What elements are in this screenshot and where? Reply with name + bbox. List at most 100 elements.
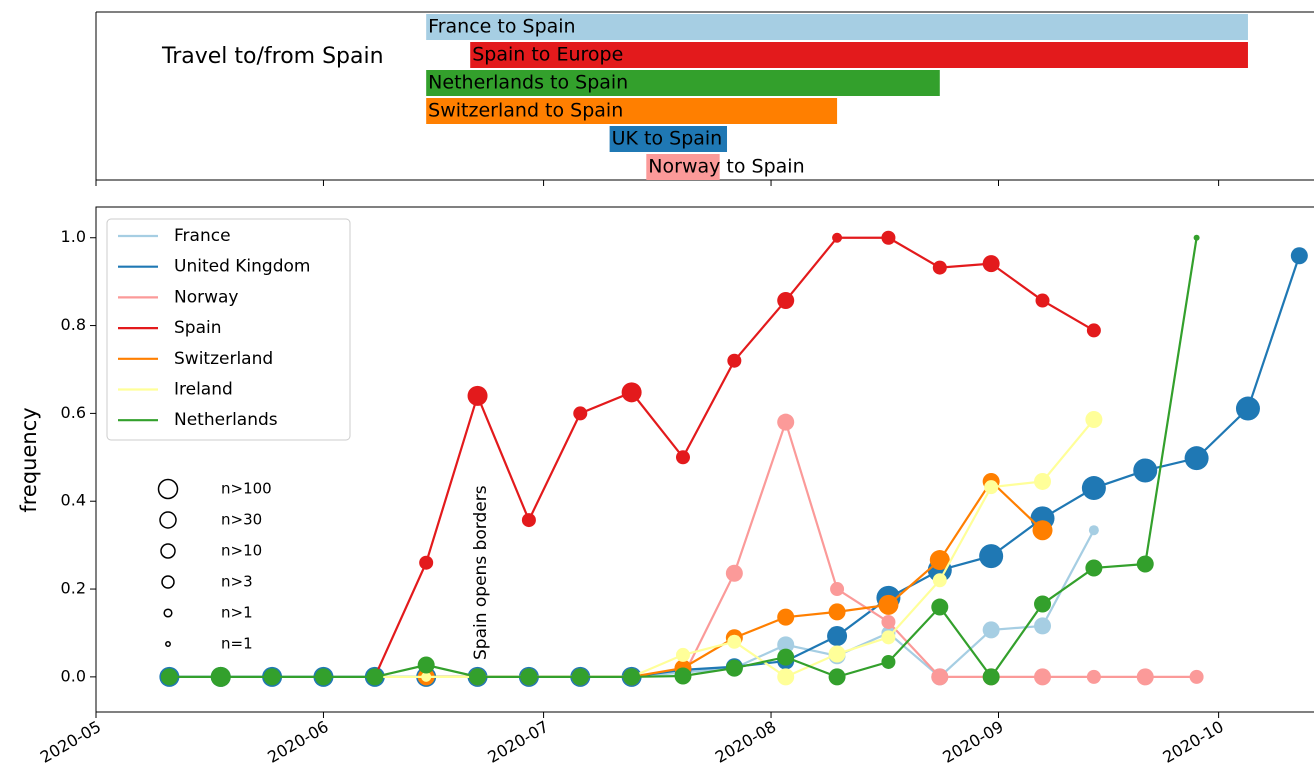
data-point xyxy=(1290,247,1308,265)
data-point xyxy=(827,626,848,647)
y-tick-label: 0.2 xyxy=(61,579,86,598)
data-point xyxy=(521,513,536,528)
data-point xyxy=(931,668,949,686)
size-legend-label: n=1 xyxy=(221,635,253,653)
data-point xyxy=(931,598,949,616)
gantt-label: Switzerland to Spain xyxy=(428,100,623,122)
data-point xyxy=(314,668,332,686)
gantt-bar xyxy=(609,126,728,152)
data-point xyxy=(984,480,999,495)
legend-box xyxy=(106,218,351,441)
data-point xyxy=(417,656,435,674)
gantt-title: Travel to/from Spain xyxy=(161,44,384,69)
size-legend-marker xyxy=(165,641,171,647)
data-point xyxy=(777,413,795,431)
data-point xyxy=(932,260,947,275)
data-point xyxy=(469,668,487,686)
data-point xyxy=(881,630,896,645)
legend-label: Netherlands xyxy=(174,410,278,430)
gantt-label: Spain to Europe xyxy=(472,44,623,66)
data-point xyxy=(1184,446,1209,471)
data-point xyxy=(675,647,690,662)
legend-label: Spain xyxy=(174,318,222,338)
data-point xyxy=(982,621,1000,639)
data-point xyxy=(982,255,1000,273)
y-tick-label: 0.4 xyxy=(61,491,86,510)
data-point xyxy=(1088,525,1099,536)
data-point xyxy=(777,648,795,666)
legend-label: Norway xyxy=(174,287,239,307)
size-legend-marker xyxy=(163,608,173,618)
data-point xyxy=(1085,559,1103,577)
gantt-bar xyxy=(470,42,1248,68)
gantt-bar xyxy=(426,14,1248,40)
data-point xyxy=(1136,555,1154,573)
data-point xyxy=(1235,396,1260,421)
data-point xyxy=(1086,323,1101,338)
data-point xyxy=(881,614,896,629)
data-point xyxy=(421,671,432,682)
data-point xyxy=(725,659,743,677)
data-point xyxy=(932,573,947,588)
data-point xyxy=(725,564,743,582)
size-legend-marker xyxy=(160,543,176,559)
gantt-label: Netherlands to Spain xyxy=(428,72,628,94)
size-legend-label: n>1 xyxy=(221,604,253,622)
y-tick-label: 0.8 xyxy=(61,315,86,334)
data-point xyxy=(777,292,795,310)
data-point xyxy=(1032,520,1053,541)
data-point xyxy=(1034,472,1052,490)
plot-frame xyxy=(95,206,1314,713)
data-point xyxy=(727,353,742,368)
size-legend-label: n>30 xyxy=(221,511,262,529)
gantt-bar xyxy=(646,154,720,180)
data-point xyxy=(674,667,692,685)
y-tick-label: 0.0 xyxy=(61,666,86,685)
data-point xyxy=(979,544,1004,569)
data-point xyxy=(1189,669,1204,684)
data-point xyxy=(1085,411,1103,429)
size-legend-marker xyxy=(159,511,177,529)
data-point xyxy=(623,668,641,686)
data-point xyxy=(777,608,795,626)
data-point xyxy=(571,668,589,686)
data-point xyxy=(210,666,231,687)
data-point xyxy=(777,636,795,654)
data-point xyxy=(881,230,896,245)
gantt-label: Norway to Spain xyxy=(648,156,804,178)
data-point xyxy=(675,450,690,465)
data-point xyxy=(1034,668,1052,686)
size-legend-label: n>10 xyxy=(221,542,262,560)
data-point xyxy=(832,232,843,243)
data-point xyxy=(366,668,384,686)
data-point xyxy=(828,668,846,686)
data-point xyxy=(419,555,434,570)
gantt-label: France to Spain xyxy=(428,16,575,38)
legend-label: France xyxy=(174,226,231,246)
gantt-bar xyxy=(426,70,940,96)
gantt-bar xyxy=(426,98,838,124)
data-point xyxy=(1081,476,1106,501)
data-point xyxy=(1133,458,1158,483)
size-legend-marker xyxy=(157,478,179,500)
data-point xyxy=(1035,293,1050,308)
data-point xyxy=(982,668,1000,686)
data-point xyxy=(1034,595,1052,613)
data-point xyxy=(881,654,896,669)
data-point xyxy=(1136,668,1154,686)
size-legend-label: n>3 xyxy=(221,573,253,591)
data-point xyxy=(1034,617,1052,635)
data-point xyxy=(520,668,538,686)
data-point xyxy=(727,634,742,649)
data-point xyxy=(160,668,178,686)
legend-label: Switzerland xyxy=(174,349,273,369)
data-point xyxy=(573,406,588,421)
data-point xyxy=(263,668,281,686)
size-legend-marker xyxy=(161,575,175,589)
data-point xyxy=(929,550,950,571)
data-point xyxy=(621,382,642,403)
y-tick-label: 0.6 xyxy=(61,403,86,422)
data-point xyxy=(878,594,899,615)
